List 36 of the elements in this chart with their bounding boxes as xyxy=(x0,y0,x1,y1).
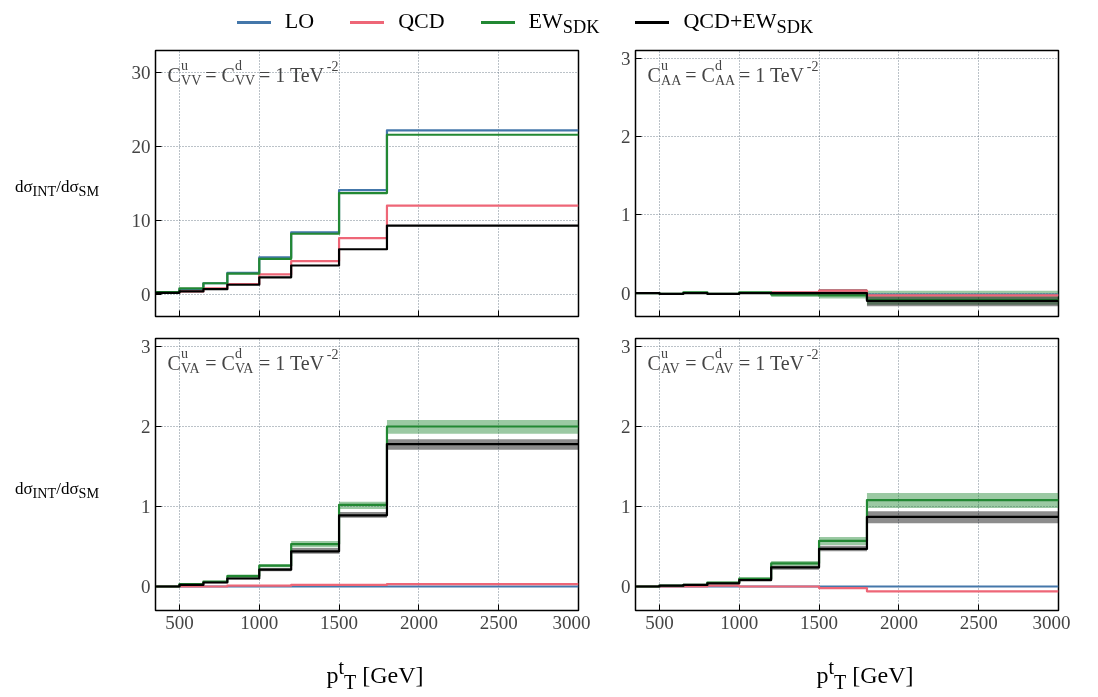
y-tick-label: 2 xyxy=(141,416,151,437)
x-axis-title: p$^{t}$$_{T}$ [GeV] xyxy=(326,655,424,695)
y-tick-label: 2 xyxy=(621,416,631,437)
y-tick-label: 3 xyxy=(621,47,631,69)
y-tick-label: 2 xyxy=(621,126,631,148)
x-tick-label: 1000 xyxy=(720,611,759,633)
y-tick-label: 1 xyxy=(621,204,631,226)
y-tick-label: 3 xyxy=(621,336,631,357)
x-tick-label: 500 xyxy=(645,611,674,633)
x-tick-label: 2500 xyxy=(479,611,518,633)
y-tick-label: 1 xyxy=(141,496,151,517)
legend-label: LO xyxy=(283,8,315,33)
y-tick-label: 0 xyxy=(621,282,631,304)
y-axis-title: dσ$_{INT}$/dσ$_{SM}$ xyxy=(14,477,100,504)
legend-label: EW$_{SDK}$ xyxy=(527,8,600,38)
y-tick-label: 0 xyxy=(141,576,151,597)
y-tick-label: 20 xyxy=(131,136,151,158)
y-tick-label: 10 xyxy=(131,209,151,231)
x-tick-label: 2500 xyxy=(959,611,998,633)
x-tick-label: 3000 xyxy=(552,611,591,633)
y-tick-label: 1 xyxy=(621,496,631,517)
y-axis-title: dσ$_{INT}$/dσ$_{SM}$ xyxy=(14,175,100,202)
y-tick-label: 0 xyxy=(141,283,151,305)
x-tick-label: 2000 xyxy=(879,611,918,633)
x-tick-label: 1500 xyxy=(800,611,839,633)
x-tick-label: 500 xyxy=(165,611,194,633)
y-tick-label: 3 xyxy=(141,336,151,357)
x-tick-label: 1500 xyxy=(320,611,359,633)
legend-label: QCD xyxy=(397,8,445,33)
y-tick-label: 0 xyxy=(621,576,631,597)
legend-label: QCD+EW$_{SDK}$ xyxy=(682,8,814,38)
x-axis-title: p$^{t}$$_{T}$ [GeV] xyxy=(816,655,914,695)
x-tick-label: 1000 xyxy=(240,611,279,633)
y-tick-label: 30 xyxy=(131,62,151,84)
x-tick-label: 3000 xyxy=(1032,611,1071,633)
x-tick-label: 2000 xyxy=(399,611,438,633)
